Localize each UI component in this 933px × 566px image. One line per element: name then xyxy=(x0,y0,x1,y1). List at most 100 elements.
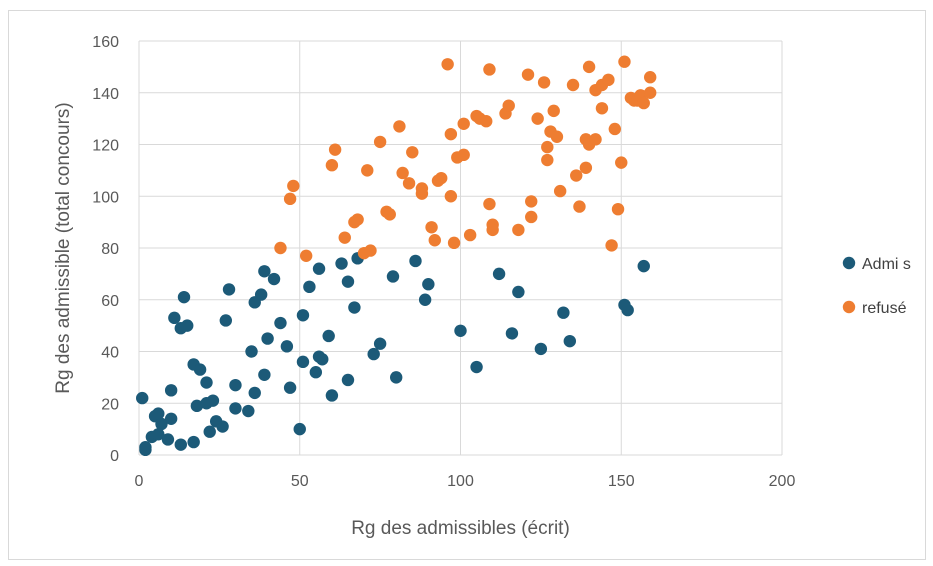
legend-label: refusé xyxy=(862,300,907,317)
data-point xyxy=(303,280,316,294)
legend-marker xyxy=(842,300,856,314)
data-point xyxy=(521,68,535,81)
data-point xyxy=(457,148,470,162)
data-point xyxy=(229,402,242,415)
data-point xyxy=(206,394,220,407)
data-point xyxy=(553,184,567,198)
data-point xyxy=(193,363,207,376)
series-admis xyxy=(136,252,650,457)
x-tick-label: 0 xyxy=(135,473,144,490)
data-point xyxy=(258,368,271,381)
data-point xyxy=(164,384,178,397)
data-point xyxy=(457,117,470,130)
legend: Admi s refusé xyxy=(842,256,911,317)
data-point xyxy=(418,293,432,306)
legend-label: Admi s xyxy=(862,256,911,273)
data-point xyxy=(409,254,422,268)
data-point xyxy=(557,306,570,319)
data-point xyxy=(415,182,429,195)
data-point xyxy=(351,213,364,226)
data-point xyxy=(611,202,625,216)
data-point xyxy=(582,60,596,74)
data-point xyxy=(422,278,435,291)
data-point xyxy=(296,309,310,322)
data-point xyxy=(402,177,416,190)
data-point xyxy=(643,71,657,84)
data-point xyxy=(373,337,387,350)
data-point xyxy=(328,143,342,156)
data-point xyxy=(618,55,631,68)
y-tick-label: 120 xyxy=(92,138,119,155)
data-point xyxy=(261,332,274,345)
data-point xyxy=(502,99,515,112)
data-point xyxy=(248,386,261,400)
data-point xyxy=(338,231,351,244)
data-point xyxy=(177,290,191,304)
series-refuse xyxy=(274,55,657,262)
data-point xyxy=(168,311,181,325)
data-point xyxy=(525,210,538,224)
data-point xyxy=(396,166,409,180)
data-point xyxy=(280,340,294,353)
data-point xyxy=(483,197,496,211)
chart-area: 0 50 100 150 200 0 20 40 60 80 100 120 140 160 Admi s… xyxy=(8,10,926,560)
gridlines xyxy=(138,40,783,456)
x-tick-label: 200 xyxy=(769,473,796,490)
data-point xyxy=(512,285,525,299)
data-point xyxy=(335,257,348,270)
data-point xyxy=(483,63,496,76)
data-point xyxy=(386,270,400,283)
data-point xyxy=(406,146,419,159)
y-tick-label: 0 xyxy=(110,448,119,465)
x-tick-label: 50 xyxy=(291,473,309,490)
data-point xyxy=(570,169,583,182)
data-point xyxy=(245,345,258,358)
data-point xyxy=(296,355,310,369)
data-point xyxy=(441,58,454,71)
data-point xyxy=(637,96,650,110)
y-tick-label: 140 xyxy=(92,86,119,103)
data-point xyxy=(274,241,287,255)
data-point xyxy=(534,342,548,356)
data-point xyxy=(463,228,477,242)
data-point xyxy=(216,420,229,433)
data-point xyxy=(541,140,554,154)
data-point xyxy=(486,223,499,237)
data-point xyxy=(242,404,255,418)
data-point xyxy=(161,433,175,446)
axes: 0 50 100 150 200 0 20 40 60 80 100 120 140 160 xyxy=(92,34,795,490)
data-point xyxy=(152,428,165,441)
data-point xyxy=(637,259,650,273)
data-point xyxy=(444,190,458,203)
y-tick-label: 100 xyxy=(92,189,119,206)
data-point xyxy=(615,156,628,169)
y-tick-label: 80 xyxy=(101,241,119,258)
data-point xyxy=(139,443,152,457)
data-points xyxy=(136,55,657,457)
data-point xyxy=(602,73,615,87)
data-point xyxy=(425,221,438,234)
data-point xyxy=(435,171,448,185)
data-point xyxy=(229,378,242,392)
data-point xyxy=(200,376,213,389)
data-point xyxy=(608,122,622,136)
data-point xyxy=(187,435,200,449)
data-point xyxy=(563,334,577,348)
data-point xyxy=(254,288,268,301)
data-point xyxy=(454,324,467,337)
data-point xyxy=(316,353,329,366)
y-axis-title: Rg des admissible (total concours) xyxy=(53,102,74,393)
data-point xyxy=(267,272,281,286)
data-point xyxy=(512,223,525,237)
data-point xyxy=(361,164,374,177)
data-point xyxy=(541,153,554,167)
data-point xyxy=(155,417,168,431)
data-point xyxy=(309,366,323,379)
data-point xyxy=(299,249,313,262)
data-point xyxy=(287,179,300,193)
data-point xyxy=(390,371,403,384)
data-point xyxy=(219,314,233,327)
data-point xyxy=(547,104,560,118)
data-point xyxy=(293,422,306,436)
y-tick-label: 20 xyxy=(101,396,119,413)
